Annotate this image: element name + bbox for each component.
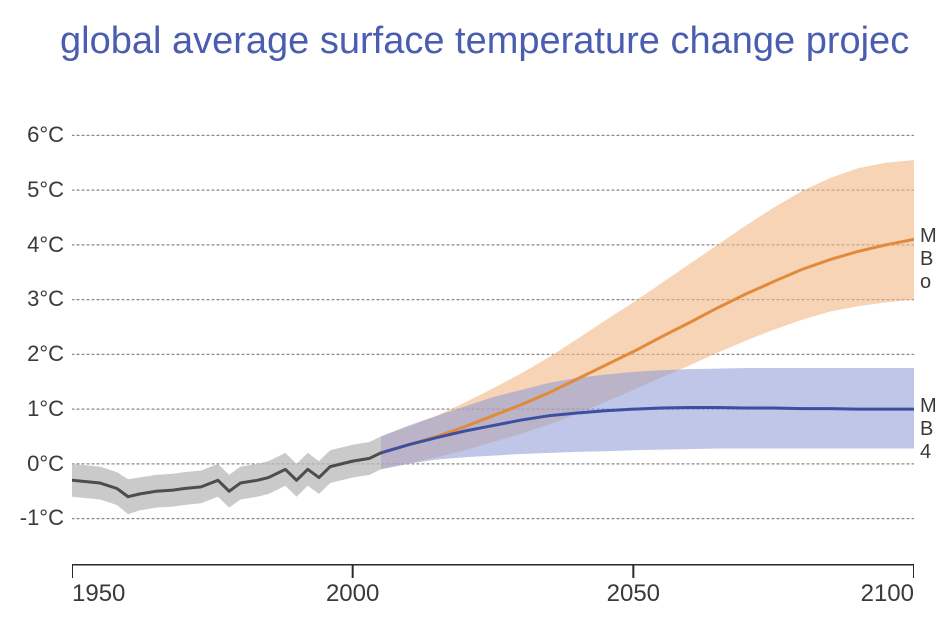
x-tick-label: 1950 bbox=[72, 580, 125, 608]
historical-band bbox=[72, 437, 381, 515]
y-tick-label: -1°C bbox=[20, 505, 64, 531]
y-tick-label: 1°C bbox=[27, 396, 64, 422]
y-tick-label: 4°C bbox=[27, 232, 64, 258]
rcp26_label: M B 4 bbox=[920, 395, 937, 464]
rcp85_label: M B o bbox=[920, 225, 937, 294]
plot-area bbox=[72, 108, 914, 546]
y-tick-label: 3°C bbox=[27, 286, 64, 312]
x-tick-label: 2050 bbox=[607, 580, 660, 608]
y-tick-label: 2°C bbox=[27, 341, 64, 367]
x-tick-label: 2100 bbox=[861, 580, 914, 608]
x-axis bbox=[72, 564, 914, 624]
y-tick-label: 6°C bbox=[27, 122, 64, 148]
plot-svg bbox=[72, 108, 914, 546]
y-tick-label: 0°C bbox=[27, 451, 64, 477]
x-tick-label: 2000 bbox=[326, 580, 379, 608]
y-tick-label: 5°C bbox=[27, 177, 64, 203]
rcp26-band bbox=[381, 368, 914, 469]
chart-title: global average surface temperature chang… bbox=[60, 20, 909, 63]
